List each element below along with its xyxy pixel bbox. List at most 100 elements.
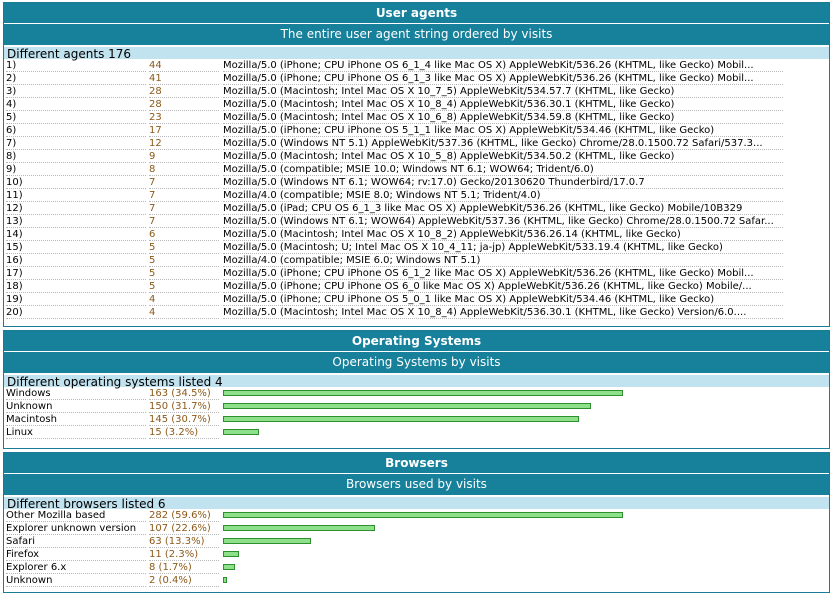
name-cell: Unknown	[6, 574, 146, 587]
rank-cell: 4)	[6, 98, 146, 111]
bar	[223, 551, 239, 557]
agent-string-cell: Mozilla/5.0 (iPhone; CPU iPhone OS 5_0_1…	[223, 293, 783, 306]
name-cell: Firefox	[6, 548, 146, 561]
user-agent-row: 1) 44 Mozilla/5.0 (iPhone; CPU iPhone OS 6…	[4, 59, 829, 72]
agent-string-cell: Mozilla/5.0 (iPad; CPU OS 6_1_3 like Mac…	[223, 202, 783, 215]
browsers-table: Other Mozilla based 282 (59.6%) Explorer u…	[4, 509, 829, 592]
browsers-section: Browsers Browsers used by visits Differe…	[3, 452, 830, 593]
visits-cell: 12	[149, 137, 219, 150]
rank-cell: 7)	[6, 137, 146, 150]
rank-cell: 10)	[6, 176, 146, 189]
bar-cell	[223, 561, 823, 574]
user-agent-row: 3) 28 Mozilla/5.0 (Macintosh; Intel Mac OS…	[4, 85, 829, 98]
bar	[223, 525, 375, 531]
browsers-count: Different browsers listed 6	[4, 495, 829, 511]
visits-cell: 8	[149, 163, 219, 176]
bar	[223, 416, 579, 422]
visits-cell: 7	[149, 202, 219, 215]
user-agent-row: 8) 9 Mozilla/5.0 (Macintosh; Intel Mac OS …	[4, 150, 829, 163]
agent-string-cell: Mozilla/4.0 (compatible; MSIE 8.0; Windo…	[223, 189, 783, 202]
user-agent-row: 4) 28 Mozilla/5.0 (Macintosh; Intel Mac OS…	[4, 98, 829, 111]
user-agent-row: 5) 23 Mozilla/5.0 (Macintosh; Intel Mac OS…	[4, 111, 829, 124]
rank-cell: 9)	[6, 163, 146, 176]
bar	[223, 429, 259, 435]
operating_systems-row: Linux 15 (3.2%)	[4, 426, 829, 439]
name-cell: Safari	[6, 535, 146, 548]
visits-cell: 5	[149, 280, 219, 293]
bar-cell	[223, 426, 823, 439]
name-cell: Explorer 6.x	[6, 561, 146, 574]
value-cell: 2 (0.4%)	[149, 574, 219, 587]
bar-cell	[223, 509, 823, 522]
user-agent-row: 20) 4 Mozilla/5.0 (Macintosh; Intel Mac OS…	[4, 306, 829, 319]
value-cell: 107 (22.6%)	[149, 522, 219, 535]
operating-systems-section: Operating Systems Operating Systems by v…	[3, 330, 830, 449]
rank-cell: 13)	[6, 215, 146, 228]
bar-cell	[223, 400, 823, 413]
user-agents-count: Different agents 176	[4, 45, 829, 61]
user-agent-row: 12) 7 Mozilla/5.0 (iPad; CPU OS 6_1_3 like…	[4, 202, 829, 215]
user-agents-section: User agents The entire user agent string…	[3, 2, 830, 327]
rank-cell: 3)	[6, 85, 146, 98]
rank-cell: 15)	[6, 241, 146, 254]
name-cell: Unknown	[6, 400, 146, 413]
name-cell: Macintosh	[6, 413, 146, 426]
bar-cell	[223, 413, 823, 426]
agent-string-cell: Mozilla/5.0 (Macintosh; Intel Mac OS X 1…	[223, 98, 783, 111]
value-cell: 163 (34.5%)	[149, 387, 219, 400]
value-cell: 282 (59.6%)	[149, 509, 219, 522]
agent-string-cell: Mozilla/5.0 (Macintosh; U; Intel Mac OS …	[223, 241, 783, 254]
rank-cell: 11)	[6, 189, 146, 202]
bar	[223, 512, 623, 518]
value-cell: 11 (2.3%)	[149, 548, 219, 561]
bar-cell	[223, 535, 823, 548]
visits-cell: 9	[149, 150, 219, 163]
bar-cell	[223, 387, 823, 400]
agent-string-cell: Mozilla/5.0 (Macintosh; Intel Mac OS X 1…	[223, 150, 783, 163]
rank-cell: 8)	[6, 150, 146, 163]
bar	[223, 564, 235, 570]
rank-cell: 18)	[6, 280, 146, 293]
user-agent-row: 19) 4 Mozilla/5.0 (iPhone; CPU iPhone OS 5…	[4, 293, 829, 306]
name-cell: Other Mozilla based	[6, 509, 146, 522]
agent-string-cell: Mozilla/5.0 (iPhone; CPU iPhone OS 5_1_1…	[223, 124, 783, 137]
browsers-row: Safari 63 (13.3%)	[4, 535, 829, 548]
visits-cell: 5	[149, 267, 219, 280]
agent-string-cell: Mozilla/5.0 (compatible; MSIE 10.0; Wind…	[223, 163, 783, 176]
user-agent-row: 17) 5 Mozilla/5.0 (iPhone; CPU iPhone OS 6…	[4, 267, 829, 280]
bar	[223, 390, 623, 396]
visits-cell: 41	[149, 72, 219, 85]
user-agent-row: 14) 6 Mozilla/5.0 (Macintosh; Intel Mac OS…	[4, 228, 829, 241]
bar-cell	[223, 574, 823, 587]
operating-systems-count: Different operating systems listed 4	[4, 373, 829, 389]
user-agents-table: 1) 44 Mozilla/5.0 (iPhone; CPU iPhone OS 6…	[4, 59, 829, 326]
browsers-row: Unknown 2 (0.4%)	[4, 574, 829, 587]
rank-cell: 17)	[6, 267, 146, 280]
operating_systems-row: Unknown 150 (31.7%)	[4, 400, 829, 413]
browsers-row: Firefox 11 (2.3%)	[4, 548, 829, 561]
name-cell: Explorer unknown version	[6, 522, 146, 535]
visits-cell: 6	[149, 228, 219, 241]
agent-string-cell: Mozilla/5.0 (Macintosh; Intel Mac OS X 1…	[223, 228, 783, 241]
operating-systems-title: Operating Systems	[4, 331, 829, 352]
value-cell: 63 (13.3%)	[149, 535, 219, 548]
agent-string-cell: Mozilla/5.0 (Macintosh; Intel Mac OS X 1…	[223, 306, 783, 319]
agent-string-cell: Mozilla/5.0 (Windows NT 5.1) AppleWebKit…	[223, 137, 783, 150]
user-agent-row: 10) 7 Mozilla/5.0 (Windows NT 6.1; WOW64; …	[4, 176, 829, 189]
name-cell: Linux	[6, 426, 146, 439]
visits-cell: 4	[149, 293, 219, 306]
bar-cell	[223, 548, 823, 561]
value-cell: 15 (3.2%)	[149, 426, 219, 439]
rank-cell: 19)	[6, 293, 146, 306]
visits-cell: 28	[149, 98, 219, 111]
rank-cell: 2)	[6, 72, 146, 85]
user-agent-row: 6) 17 Mozilla/5.0 (iPhone; CPU iPhone OS 5…	[4, 124, 829, 137]
name-cell: Windows	[6, 387, 146, 400]
agent-string-cell: Mozilla/5.0 (iPhone; CPU iPhone OS 6_0 l…	[223, 280, 783, 293]
bar	[223, 403, 591, 409]
visits-cell: 4	[149, 306, 219, 319]
user-agent-row: 18) 5 Mozilla/5.0 (iPhone; CPU iPhone OS 6…	[4, 280, 829, 293]
user-agent-row: 16) 5 Mozilla/4.0 (compatible; MSIE 6.0; W…	[4, 254, 829, 267]
user-agent-row: 9) 8 Mozilla/5.0 (compatible; MSIE 10.0; W…	[4, 163, 829, 176]
user-agent-row: 13) 7 Mozilla/5.0 (Windows NT 6.1; WOW64) …	[4, 215, 829, 228]
